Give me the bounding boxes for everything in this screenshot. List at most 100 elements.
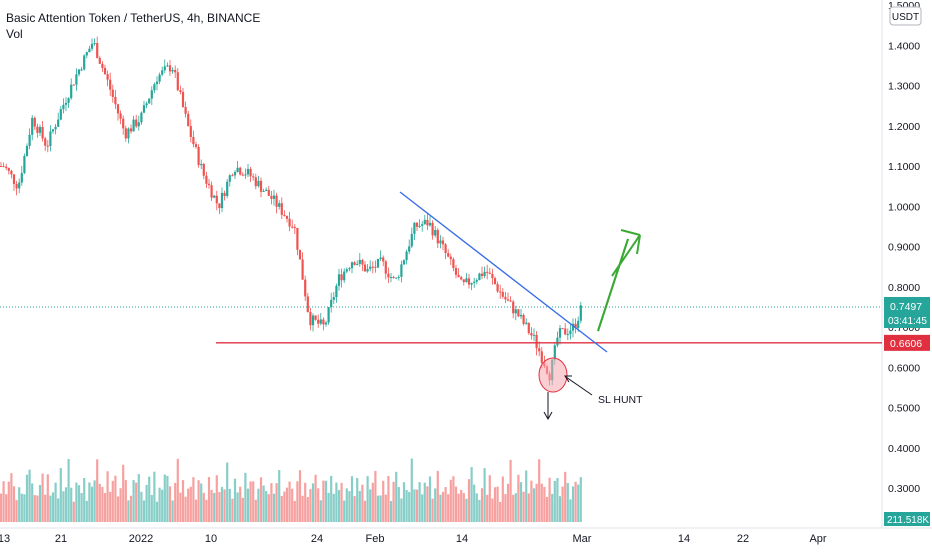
volume-bar <box>392 481 395 522</box>
candle-body <box>54 126 57 130</box>
volume-bar <box>116 496 120 522</box>
candle-body <box>36 126 39 133</box>
descending-trendline[interactable] <box>399 191 608 353</box>
candle-body <box>491 273 494 279</box>
volume-bar <box>33 495 36 522</box>
candle-body <box>205 175 208 184</box>
candle-body <box>18 182 21 189</box>
volume-bar <box>218 492 221 522</box>
volume-bar <box>158 487 161 522</box>
volume-bar <box>543 486 546 522</box>
candle-body <box>202 163 205 176</box>
volume-bar <box>579 477 582 522</box>
volume-bar <box>36 495 39 522</box>
volume-bar <box>324 480 328 522</box>
volume-bar <box>49 495 52 522</box>
candle-body <box>431 222 434 236</box>
candle-body <box>496 283 499 292</box>
volume-indicator-label[interactable]: Vol <box>6 27 23 41</box>
chart-title: Basic Attention Token / TetherUS, 4h, BI… <box>6 11 261 25</box>
candle-body <box>77 69 81 75</box>
projection-arrow-shaft <box>611 234 641 277</box>
volume-bar <box>499 501 502 522</box>
volume-bar <box>553 480 556 522</box>
candle-body <box>184 106 187 114</box>
candle-body <box>486 271 489 273</box>
volume-bar <box>205 499 208 522</box>
volume-bar <box>262 485 265 522</box>
volume-bar <box>23 494 26 522</box>
volume-bar <box>233 478 237 522</box>
volume-bar <box>319 500 322 522</box>
volume-bar <box>478 499 481 522</box>
candle-body <box>270 195 273 199</box>
candle-body <box>98 57 101 64</box>
candle-body <box>252 176 255 178</box>
time-tick-label: 10 <box>205 533 217 545</box>
candle-body <box>90 43 94 49</box>
candle-body <box>223 192 226 197</box>
candle-body <box>145 103 148 106</box>
candle-body <box>285 215 289 219</box>
candle-body <box>25 145 29 157</box>
candle-body <box>525 322 528 324</box>
volume-bar <box>473 484 476 522</box>
volume-bar <box>41 473 44 522</box>
currency-badge[interactable] <box>889 6 922 26</box>
volume-bar <box>28 469 31 522</box>
candle-body <box>150 90 153 99</box>
candle-body <box>85 52 88 56</box>
candle-body <box>332 297 335 300</box>
volume-bar <box>197 480 200 522</box>
time-tick-label: 24 <box>311 533 323 545</box>
candle-body <box>7 168 10 171</box>
candle-body <box>400 264 403 277</box>
volume-bar <box>239 486 242 522</box>
candle-body <box>155 81 159 85</box>
candle-body <box>135 119 138 127</box>
candle-body <box>93 43 96 45</box>
sl-hunt-circle[interactable] <box>538 357 568 393</box>
candle-body <box>317 319 320 324</box>
candle-body <box>473 281 476 283</box>
volume-bar <box>223 489 226 522</box>
volume-bar <box>532 488 536 522</box>
arrow-head-side <box>636 234 641 255</box>
volume-bar <box>551 493 554 522</box>
volume-bar <box>184 496 187 522</box>
candle-body <box>168 65 172 72</box>
candle-body <box>64 102 68 105</box>
candle-body <box>319 319 322 324</box>
candle-body <box>254 177 257 187</box>
volume-bar <box>395 471 398 522</box>
candle-body <box>114 96 117 105</box>
candle-body <box>132 119 135 132</box>
price-tick-label: 1.1000 <box>888 161 920 173</box>
candle-body <box>127 128 130 139</box>
candle-body <box>41 127 44 139</box>
time-tick-label: 22 <box>737 533 749 545</box>
volume-bar <box>272 493 276 522</box>
volume-bar <box>142 500 146 522</box>
volume-bar <box>301 495 304 522</box>
candle-body <box>278 203 281 207</box>
volume-bar <box>439 494 442 522</box>
candle-body <box>283 214 286 216</box>
volume-bar <box>475 493 478 522</box>
volume-bar <box>564 471 567 522</box>
candle-body <box>231 175 234 177</box>
candle-body <box>148 98 151 104</box>
candle-body <box>119 113 122 119</box>
candle-body <box>59 109 62 120</box>
volume-bar <box>72 501 75 522</box>
volume-bar <box>57 498 60 522</box>
volume-bar <box>379 495 382 522</box>
volume-bar <box>309 489 312 522</box>
volume-bar <box>514 493 517 522</box>
candle-body <box>369 266 372 269</box>
candle-body <box>72 84 75 86</box>
candle-body <box>246 168 250 175</box>
volume-bar <box>298 470 302 522</box>
